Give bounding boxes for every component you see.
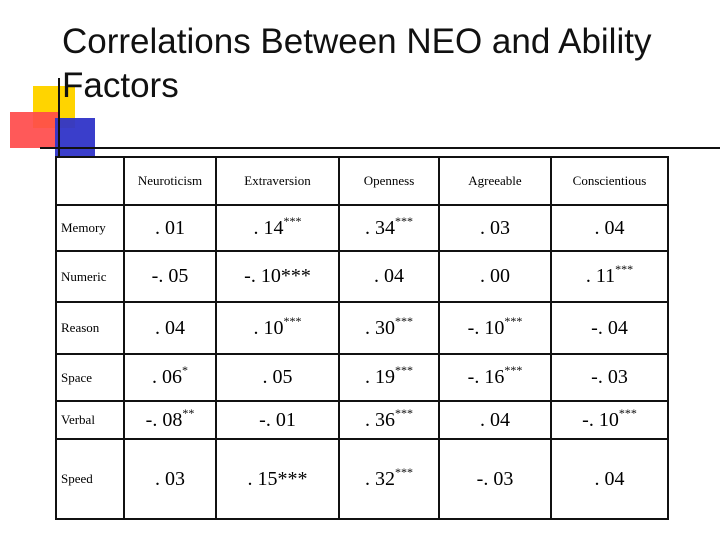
cell-value: . 04 [374,265,404,287]
cell-value: . 00 [480,265,510,287]
table-cell: . 32*** [338,438,440,520]
significance-marker: *** [395,213,413,228]
table-cell: . 15*** [215,438,340,520]
significance-marker: *** [395,363,413,377]
cell-value: -. 05 [151,265,189,287]
header-row: Neuroticism Extraversion Openness Agreea… [55,156,669,206]
significance-marker: *** [504,313,523,328]
row-label: Verbal [55,400,125,440]
table-cell: . 34*** [338,204,440,252]
column-header-conscientious: Conscientious [550,156,669,206]
table-cell: -. 16*** [438,353,552,402]
cell-value: . 04 [480,408,510,431]
table-row: Memory. 01. 14***. 34***. 03. 04 [55,204,669,252]
table-row: Verbal -. 08** -. 01. 36***. 04 -. 10*** [55,400,669,440]
cell-value: . 14 [253,216,284,239]
table-cell: . 01 [123,204,217,252]
decor-blue-square [55,118,95,158]
table-cell: . 14*** [215,204,340,252]
table-cell: -. 05 [123,250,217,303]
cell-value: . 15*** [247,467,308,490]
row-label: Memory [55,204,125,252]
column-header-openness: Openness [338,156,440,206]
slide-title: Correlations Between NEO and Ability Fac… [62,22,652,105]
cell-value: . 06 [152,366,182,388]
table-row: Reason. 04. 10***. 30*** -. 10*** -. 04 [55,301,669,355]
cell-value: -. 10 [467,316,505,339]
decor-vertical-rule [58,78,60,160]
cell-value: -. 10*** [244,265,311,287]
table-cell: -. 01 [215,400,340,440]
cell-value: . 05 [262,366,293,388]
cell-value: . 30 [365,316,395,339]
decor-red-square [10,112,58,148]
table-cell: -. 10*** [438,301,552,355]
significance-marker: *** [395,464,413,479]
cell-value: . 01 [155,216,185,239]
significance-marker: *** [395,313,413,328]
table-cell: . 04 [550,204,669,252]
cell-value: . 11 [585,265,616,287]
cell-value: . 03 [155,467,185,490]
table-cell: . 05 [215,353,340,402]
row-label: Reason [55,301,125,355]
significance-marker: *** [615,262,634,276]
table-cell: -. 03 [438,438,552,520]
significance-marker: *** [283,213,302,228]
table-cell: -. 03 [550,353,669,402]
cell-value: -. 03 [591,366,628,388]
significance-marker: *** [395,405,413,420]
significance-marker: *** [504,363,523,377]
cell-value: -. 03 [476,467,514,490]
cell-value: -. 08 [145,408,183,431]
column-header-extraversion: Extraversion [215,156,340,206]
table-cell: . 00 [438,250,552,303]
row-label: Speed [55,438,125,520]
significance-marker: ** [182,405,195,420]
table-cell: . 04 [123,301,217,355]
table-cell: . 36*** [338,400,440,440]
table-cell: -. 10*** [215,250,340,303]
table-cell: -. 10*** [550,400,669,440]
row-label: Numeric [55,250,125,303]
cell-value: . 32 [365,467,395,490]
table-row: Space. 06*. 05. 19*** -. 16*** -. 03 [55,353,669,402]
table-cell: -. 04 [550,301,669,355]
cell-value: -. 04 [591,316,628,339]
cell-value: -. 10 [582,408,619,431]
table-cell: . 19*** [338,353,440,402]
table-cell: . 11*** [550,250,669,303]
row-label: Space [55,353,125,402]
table-cell: . 03 [123,438,217,520]
cell-value: . 04 [594,216,625,239]
table-cell: -. 08** [123,400,217,440]
corner-cell [55,156,125,206]
significance-marker: *** [618,405,637,420]
table-cell: . 06* [123,353,217,402]
table-cell: . 10*** [215,301,340,355]
column-header-agreeable: Agreeable [438,156,552,206]
significance-marker: * [182,363,188,377]
significance-marker: *** [283,313,302,328]
cell-value: . 04 [594,467,625,490]
decor-horizontal-rule [40,147,720,149]
column-header-neuroticism: Neuroticism [123,156,217,206]
table-cell: . 03 [438,204,552,252]
cell-value: . 04 [155,316,185,339]
table-cell: . 04 [550,438,669,520]
table-cell: . 04 [338,250,440,303]
cell-value: . 36 [365,408,395,431]
table-row: Numeric -. 05 -. 10*** . 04 . 00 . 11*** [55,250,669,303]
cell-value: . 10 [253,316,284,339]
cell-value: -. 01 [259,408,296,431]
correlation-table: Neuroticism Extraversion Openness Agreea… [55,156,669,520]
table-cell: . 30*** [338,301,440,355]
cell-value: . 19 [365,366,395,388]
cell-value: . 03 [480,216,510,239]
cell-value: . 34 [365,216,395,239]
cell-value: -. 16 [467,366,505,388]
table-row: Speed . 03 . 15*** . 32*** -. 03 . 04 [55,438,669,520]
table-cell: . 04 [438,400,552,440]
